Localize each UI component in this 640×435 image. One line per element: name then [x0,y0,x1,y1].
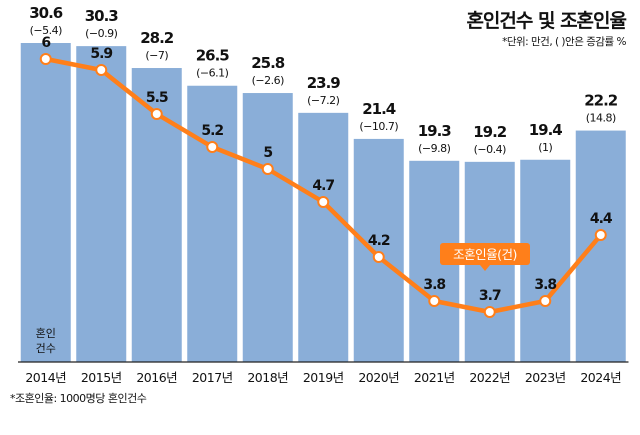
bar-value-label: 19.3 [418,122,452,140]
bar-value-label: 21.4 [362,100,396,118]
x-tick-label: 2024년 [580,370,621,385]
bar-change-label: (1) [538,141,552,154]
line-point-10 [539,295,552,307]
x-tick-label: 2019년 [303,370,344,385]
line-value-label: 5 [263,145,272,161]
line-point-6 [317,196,330,208]
line-point-5 [261,163,274,175]
x-tick-label: 2021년 [414,370,455,385]
line-value-label: 4.4 [590,211,613,227]
bar-value-label: 22.2 [584,92,618,110]
x-tick-label: 2023년 [525,370,566,385]
x-tick-label: 2017년 [192,370,233,385]
unit-note: *단위: 만건, ( )안은 증감률 % [502,36,626,48]
line-point-8 [428,295,441,307]
x-tick-label: 2016년 [136,370,177,385]
bar-change-label: (14.8) [586,112,616,125]
line-value-label: 4.7 [312,178,334,194]
bar-change-label: (−2.6) [252,74,285,87]
x-tick-label: 2018년 [247,370,288,385]
line-value-label: 5.9 [90,46,112,62]
bar-value-label: 26.5 [196,47,230,65]
bar-change-label: (−0.9) [85,27,118,40]
chart-title: 혼인건수 및 조혼인율 [466,10,627,32]
line-point-11 [594,229,607,241]
bar-change-label: (−7.2) [307,94,340,107]
bar-series-label-line2: 건수 [36,342,56,355]
bar-change-label: (−0.4) [474,143,507,156]
bar-value-label: 19.4 [529,121,563,139]
bar-1 [20,43,71,362]
x-tick-label: 2015년 [81,370,122,385]
bar-2 [76,46,127,363]
bar-6 [298,112,349,362]
bar-change-label: (−7) [145,49,168,62]
line-point-2 [95,64,108,76]
line-point-1 [39,53,52,65]
bar-value-label: 19.2 [473,123,507,141]
bar-value-label: 28.2 [140,29,174,47]
line-value-label: 3.8 [534,277,556,293]
x-tick-label: 2020년 [358,370,399,385]
bar-series-label-line1: 혼인 [36,327,56,340]
line-point-3 [150,108,163,120]
bar-change-label: (−9.8) [418,142,451,155]
x-tick-label: 2022년 [469,370,510,385]
bar-value-label: 25.8 [251,54,285,72]
line-legend-pointer [480,265,490,271]
bar-value-label: 30.6 [29,4,63,22]
line-value-label: 4.2 [368,233,390,249]
bar-change-label: (−6.1) [196,67,229,80]
bar-change-label: (−5.4) [30,24,63,37]
bar-7 [353,138,404,362]
line-legend-label: 조혼인율(건) [453,247,517,262]
bar-value-label: 23.9 [307,74,341,92]
line-point-7 [372,251,385,263]
bar-5 [242,93,293,362]
line-value-label: 3.7 [479,288,501,304]
line-value-label: 3.8 [423,277,445,293]
bar-11 [575,130,626,362]
line-point-4 [206,141,219,153]
bar-value-label: 30.3 [85,7,119,25]
line-legend-box [440,243,530,265]
line-value-label: 5.5 [146,90,168,106]
line-point-9 [483,306,496,318]
footnote: *조혼인율: 1000명당 혼인건수 [10,392,147,405]
line-value-label: 5.2 [201,123,223,139]
x-tick-label: 2014년 [25,370,66,385]
line-value-label: 6 [41,35,50,51]
bar-4 [187,85,238,363]
bar-change-label: (−10.7) [359,120,398,133]
